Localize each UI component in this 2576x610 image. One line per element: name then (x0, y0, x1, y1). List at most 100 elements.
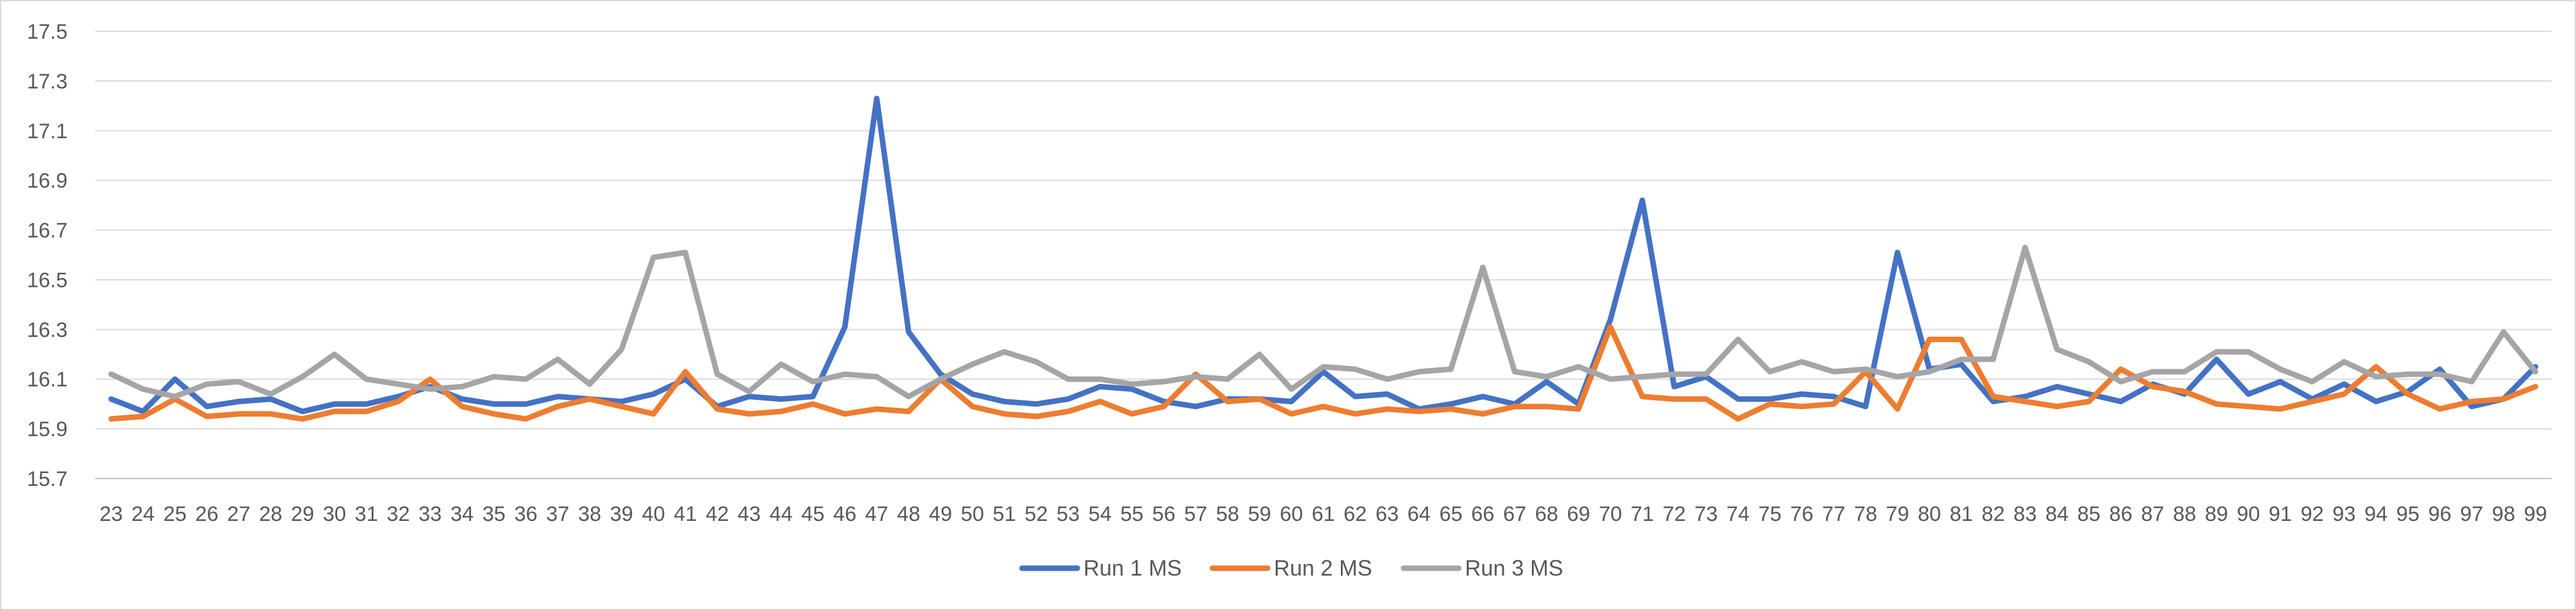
x-tick-label: 34 (450, 502, 474, 526)
x-tick-label: 79 (1886, 502, 1909, 526)
x-tick-label: 60 (1280, 502, 1303, 526)
series-line (108, 244, 2539, 399)
x-tick-label: 95 (2396, 502, 2419, 526)
x-tick-label: 83 (2013, 502, 2037, 526)
x-tick-label: 30 (323, 502, 346, 526)
y-tick-label: 15.7 (27, 467, 68, 491)
x-tick-label: 48 (897, 502, 920, 526)
x-tick-label: 84 (2045, 502, 2069, 526)
series-lines (108, 95, 2539, 422)
x-tick-label: 40 (642, 502, 665, 526)
x-tick-label: 75 (1758, 502, 1782, 526)
x-tick-label: 76 (1790, 502, 1814, 526)
x-tick-label: 69 (1567, 502, 1590, 526)
legend: Run 1 MS Run 2 MS Run 3 MS (1019, 555, 1563, 581)
x-tick-label: 54 (1088, 502, 1112, 526)
x-tick-label: 27 (227, 502, 251, 526)
x-tick-label: 44 (770, 502, 793, 526)
x-tick-label: 37 (546, 502, 569, 526)
x-axis-tick-labels: 23 24 25 26 27 28 29 30 31 32 33 34 35 36 37 38 39 40 41 42… (100, 502, 2547, 526)
x-tick-label: 41 (674, 502, 697, 526)
y-tick-label: 17.5 (27, 20, 68, 44)
x-tick-label: 87 (2141, 502, 2164, 526)
x-tick-label: 64 (1407, 502, 1430, 526)
x-tick-label: 53 (1056, 502, 1080, 526)
y-tick-label: 16.9 (27, 170, 68, 193)
series-line (108, 95, 2539, 415)
x-tick-label: 70 (1599, 502, 1622, 526)
x-tick-label: 39 (610, 502, 633, 526)
x-tick-label: 81 (1950, 502, 1973, 526)
y-tick-label: 17.1 (27, 120, 68, 143)
x-tick-label: 33 (418, 502, 442, 526)
x-tick-label: 65 (1439, 502, 1462, 526)
x-tick-label: 82 (1981, 502, 2005, 526)
series-1 (108, 95, 2539, 415)
legend-label: Run 2 MS (1274, 555, 1372, 581)
x-tick-label: 31 (355, 502, 378, 526)
legend-item: Run 2 MS (1209, 555, 1372, 581)
x-tick-label: 77 (1822, 502, 1846, 526)
x-tick-label: 35 (482, 502, 505, 526)
x-tick-label: 67 (1503, 502, 1526, 526)
x-tick-label: 88 (2173, 502, 2196, 526)
x-tick-label: 42 (706, 502, 729, 526)
x-tick-label: 32 (386, 502, 410, 526)
x-tick-label: 66 (1471, 502, 1494, 526)
series-line (108, 324, 2539, 422)
x-tick-label: 71 (1631, 502, 1654, 526)
x-tick-label: 96 (2428, 502, 2451, 526)
x-tick-label: 78 (1854, 502, 1877, 526)
legend-item: Run 1 MS (1019, 555, 1182, 581)
x-tick-label: 56 (1152, 502, 1176, 526)
x-tick-label: 89 (2205, 502, 2228, 526)
x-tick-label: 74 (1727, 502, 1750, 526)
gridlines (95, 31, 2551, 479)
x-tick-label: 25 (163, 502, 187, 526)
x-tick-label: 99 (2524, 502, 2547, 526)
x-tick-label: 57 (1184, 502, 1208, 526)
x-tick-label: 45 (802, 502, 825, 526)
y-tick-label: 16.1 (27, 368, 68, 391)
x-tick-label: 92 (2301, 502, 2324, 526)
x-tick-label: 90 (2237, 502, 2260, 526)
y-tick-label: 16.3 (27, 318, 68, 342)
x-tick-label: 47 (865, 502, 888, 526)
legend-label: Run 3 MS (1465, 555, 1563, 581)
x-tick-label: 68 (1535, 502, 1558, 526)
x-tick-label: 46 (833, 502, 857, 526)
x-tick-label: 59 (1248, 502, 1271, 526)
legend-label: Run 1 MS (1083, 555, 1182, 581)
x-tick-label: 73 (1695, 502, 1718, 526)
x-tick-label: 63 (1375, 502, 1399, 526)
x-tick-label: 86 (2109, 502, 2133, 526)
x-tick-label: 61 (1312, 502, 1335, 526)
x-tick-label: 91 (2269, 502, 2292, 526)
x-tick-label: 28 (259, 502, 283, 526)
x-tick-label: 93 (2333, 502, 2356, 526)
x-tick-label: 36 (514, 502, 537, 526)
x-tick-label: 50 (961, 502, 984, 526)
series-2 (108, 324, 2539, 422)
x-tick-label: 85 (2077, 502, 2101, 526)
x-tick-label: 24 (131, 502, 155, 526)
x-tick-label: 43 (738, 502, 761, 526)
series-3 (108, 244, 2539, 399)
x-tick-label: 51 (993, 502, 1016, 526)
x-tick-label: 94 (2364, 502, 2387, 526)
y-tick-label: 15.9 (27, 418, 68, 441)
x-tick-label: 98 (2492, 502, 2515, 526)
y-tick-label: 17.3 (27, 70, 68, 93)
x-tick-label: 72 (1663, 502, 1686, 526)
x-tick-label: 49 (929, 502, 952, 526)
x-tick-label: 23 (100, 502, 123, 526)
y-axis-tick-labels: 17.5 17.3 17.1 16.9 16.7 16.5 16.3 16.1 15.9 15.7 (27, 20, 68, 491)
x-tick-label: 62 (1344, 502, 1367, 526)
x-tick-label: 52 (1025, 502, 1048, 526)
x-tick-label: 38 (578, 502, 601, 526)
x-tick-label: 26 (195, 502, 219, 526)
x-tick-label: 55 (1120, 502, 1144, 526)
y-tick-label: 16.7 (27, 219, 68, 243)
